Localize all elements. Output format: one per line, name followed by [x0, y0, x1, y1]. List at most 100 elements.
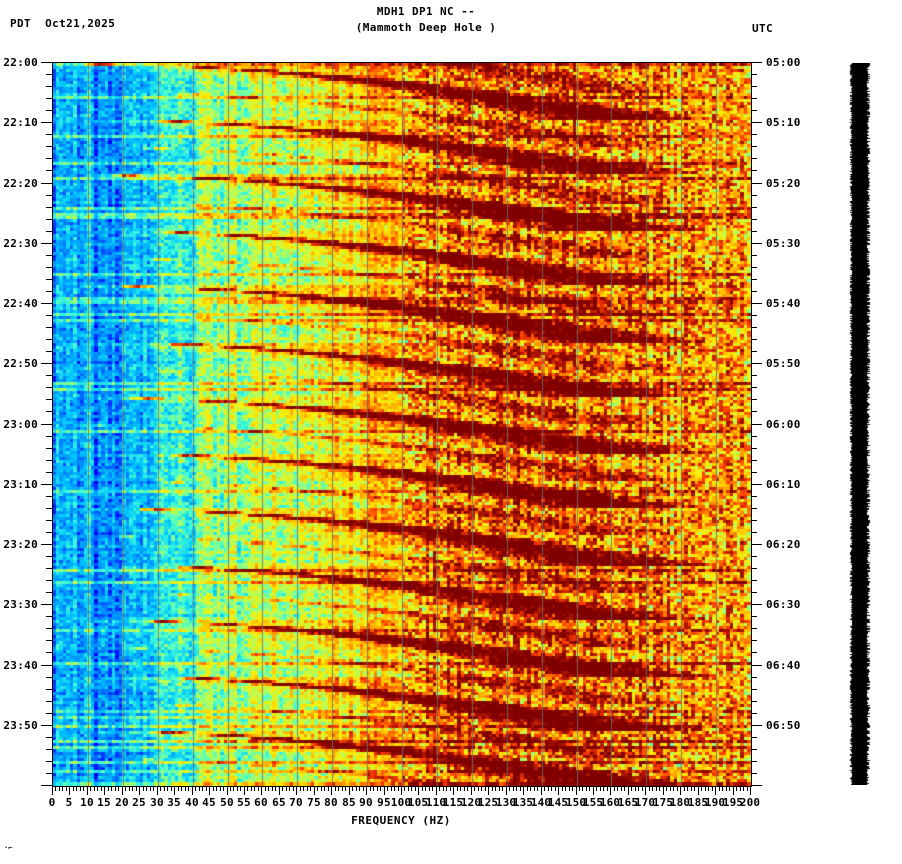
time-tick-pdt	[46, 351, 52, 352]
time-tick-pdt	[46, 713, 52, 714]
spectrogram-image	[53, 63, 751, 786]
frequency-tick	[579, 786, 580, 791]
frequency-tick	[684, 786, 685, 791]
frequency-tick	[548, 786, 549, 791]
frequency-tick	[495, 786, 496, 791]
frequency-tick	[565, 786, 566, 791]
time-tick-pdt	[46, 568, 52, 569]
frequency-tick	[673, 786, 674, 791]
frequency-tick	[349, 786, 350, 795]
frequency-tick	[265, 786, 266, 791]
frequency-tick	[181, 786, 182, 791]
time-tick-pdt	[46, 761, 52, 762]
time-tick-pdt	[41, 363, 52, 364]
title-block: MDH1 DP1 NC -- (Mammoth Deep Hole )	[0, 5, 902, 34]
time-label-utc-0510: 05:10	[766, 116, 801, 129]
frequency-tick	[300, 786, 301, 791]
frequency-label-105: 105	[407, 796, 429, 809]
frequency-tick	[398, 786, 399, 791]
time-tick-utc	[751, 399, 757, 400]
frequency-tick	[516, 786, 517, 791]
time-tick-pdt	[41, 725, 52, 726]
time-tick-utc	[751, 544, 762, 545]
time-tick-utc	[751, 170, 757, 171]
frequency-tick	[541, 786, 542, 795]
frequency-tick	[307, 786, 308, 791]
frequency-label-150: 150	[565, 796, 587, 809]
frequency-tick	[296, 786, 297, 795]
frequency-label-140: 140	[530, 796, 552, 809]
frequency-tick	[62, 786, 63, 791]
time-tick-pdt	[46, 170, 52, 171]
frequency-tick	[404, 786, 405, 791]
frequency-label-135: 135	[512, 796, 534, 809]
frequency-tick	[436, 786, 437, 795]
time-label-pdt-2330: 23:30	[3, 598, 38, 611]
frequency-tick	[596, 786, 597, 791]
frequency-label-80: 80	[324, 796, 338, 809]
frequency-tick	[607, 786, 608, 791]
frequency-tick	[569, 786, 570, 791]
frequency-tick	[83, 786, 84, 791]
frequency-tick	[209, 786, 210, 795]
time-tick-pdt	[46, 255, 52, 256]
frequency-tick	[677, 786, 678, 791]
time-tick-pdt	[46, 207, 52, 208]
frequency-tick	[408, 786, 409, 791]
frequency-label-95: 95	[377, 796, 391, 809]
time-tick-utc	[751, 568, 757, 569]
frequency-label-130: 130	[495, 796, 517, 809]
time-tick-utc	[751, 701, 757, 702]
spectrogram-plot[interactable]	[52, 62, 752, 787]
amplitude-trace-bar	[849, 63, 871, 785]
time-tick-utc	[751, 231, 757, 232]
frequency-tick	[645, 786, 646, 795]
time-tick-pdt	[46, 110, 52, 111]
frequency-tick	[227, 786, 228, 795]
frequency-tick	[481, 786, 482, 791]
time-tick-utc	[751, 508, 757, 509]
frequency-tick	[153, 786, 154, 791]
frequency-tick	[572, 786, 573, 791]
frequency-tick	[251, 786, 252, 791]
time-tick-pdt	[46, 701, 52, 702]
time-tick-utc	[751, 255, 757, 256]
frequency-label-65: 65	[272, 796, 286, 809]
time-tick-pdt	[46, 327, 52, 328]
time-tick-pdt	[46, 472, 52, 473]
frequency-tick	[411, 786, 412, 791]
time-label-utc-0540: 05:40	[766, 297, 801, 310]
time-tick-utc	[751, 472, 757, 473]
time-tick-utc	[751, 785, 762, 786]
frequency-tick	[384, 786, 385, 795]
frequency-axis-title: FREQUENCY (HZ)	[351, 814, 451, 827]
frequency-tick	[317, 786, 318, 791]
frequency-tick	[115, 786, 116, 791]
frequency-tick	[289, 786, 290, 791]
time-tick-utc	[751, 219, 757, 220]
time-tick-utc	[751, 580, 757, 581]
time-tick-utc	[751, 122, 762, 123]
frequency-tick	[628, 786, 629, 795]
timezone-left-label: PDT	[10, 17, 32, 30]
frequency-tick	[603, 786, 604, 791]
frequency-tick	[642, 786, 643, 791]
frequency-tick	[258, 786, 259, 791]
frequency-tick	[160, 786, 161, 791]
frequency-tick	[254, 786, 255, 791]
time-label-pdt-2350: 23:50	[3, 719, 38, 732]
time-tick-utc	[751, 496, 757, 497]
frequency-tick	[429, 786, 430, 791]
time-tick-pdt	[41, 424, 52, 425]
frequency-tick	[460, 786, 461, 791]
time-tick-utc	[751, 556, 757, 557]
frequency-tick	[76, 786, 77, 791]
frequency-tick	[492, 786, 493, 791]
frequency-tick	[418, 786, 419, 795]
time-tick-utc	[751, 532, 757, 533]
time-tick-utc	[751, 195, 757, 196]
frequency-tick	[733, 786, 734, 795]
time-tick-utc	[751, 387, 757, 388]
frequency-tick	[233, 786, 234, 791]
frequency-tick	[415, 786, 416, 791]
